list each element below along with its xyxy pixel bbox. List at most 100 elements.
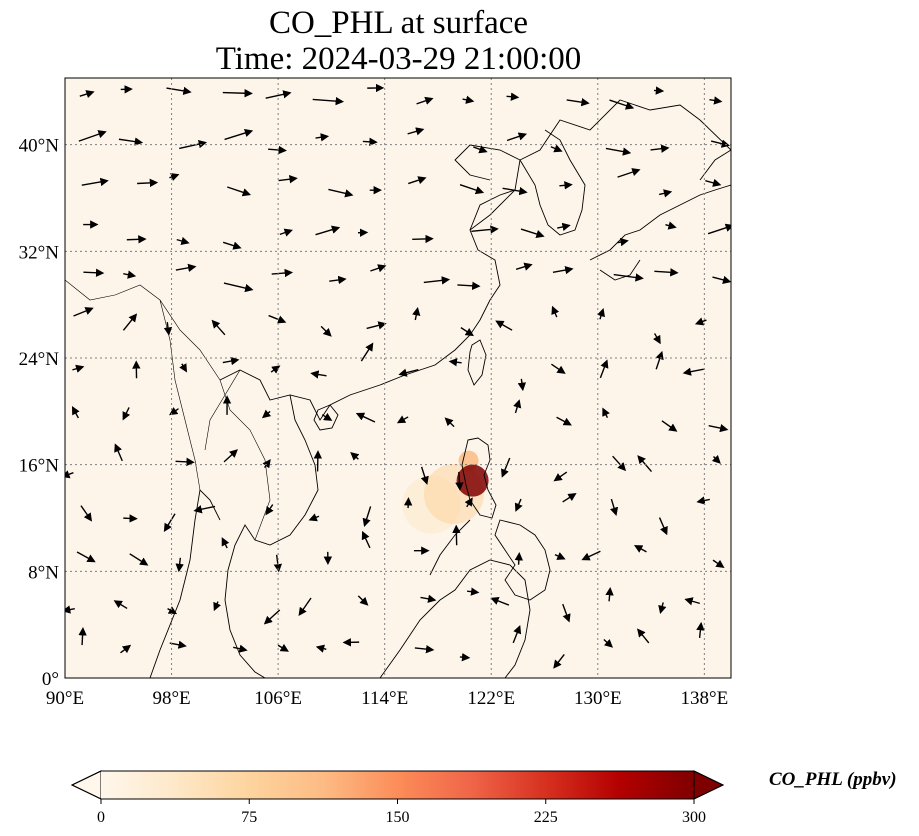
wind-arrow (315, 644, 327, 653)
wind-arrow (650, 144, 670, 153)
gridlines (65, 78, 731, 678)
wind-arrow (122, 407, 131, 421)
wind-arrow (596, 308, 605, 320)
wind-arrow (501, 457, 511, 478)
wind-arrow (710, 139, 730, 148)
wind-arrow (709, 96, 723, 105)
wind-arrow (605, 147, 632, 156)
wind-arrow (76, 551, 96, 563)
wind-arrow (312, 96, 345, 106)
wind-arrow (444, 417, 455, 428)
wind-arrow (308, 513, 320, 522)
wind-arrow (65, 605, 75, 614)
colorbar-ticks: 0 75 150 225 300 (97, 799, 706, 826)
wind-arrow (412, 307, 421, 321)
map-title: CO_PHL at surface (268, 5, 529, 41)
wind-arrow (396, 415, 409, 424)
wind-arrow (617, 168, 641, 178)
wind-vector-layer (65, 83, 731, 669)
wind-arrow (407, 127, 425, 136)
wind-arrow (175, 557, 184, 573)
wind-arrow (169, 173, 180, 181)
wind-arrow (233, 644, 248, 653)
wind-arrow (315, 133, 330, 142)
co-plume-layer (402, 450, 489, 534)
wind-arrow (175, 457, 195, 467)
wind-arrow (120, 644, 132, 654)
wind-arrow (80, 505, 93, 522)
wind-arrow (72, 364, 85, 373)
wind-arrow (79, 90, 95, 99)
wind-arrow (315, 225, 341, 236)
wind-arrow (655, 350, 664, 370)
wind-arrow (420, 466, 429, 485)
wind-arrow (562, 493, 577, 503)
wind-arrow (473, 145, 488, 154)
wind-arrow (137, 178, 159, 188)
wind-arrow (175, 263, 197, 272)
y-tick-label: 0° (42, 669, 59, 690)
wind-arrow (514, 498, 523, 512)
colorbar-tick-label: 75 (241, 809, 257, 826)
wind-arrow (462, 95, 475, 104)
x-tick-label: 106°E (254, 688, 302, 709)
wind-arrow (310, 370, 327, 379)
wind-arrow (658, 189, 673, 198)
wind-arrow (459, 652, 471, 662)
wind-arrow (113, 600, 128, 610)
wind-arrow (298, 597, 312, 617)
wind-arrow (78, 130, 107, 142)
wind-arrow (707, 223, 731, 235)
wind-arrow (114, 443, 123, 462)
wind-arrow (495, 320, 513, 331)
wind-arrow (682, 367, 704, 376)
wind-arrow (490, 596, 510, 606)
wind-arrow (265, 504, 274, 516)
wind-arrow (223, 282, 254, 293)
wind-arrow (357, 595, 369, 606)
wind-arrow (459, 184, 485, 195)
wind-arrow (361, 530, 371, 549)
coastline-japan (589, 149, 731, 281)
wind-arrow (408, 176, 427, 185)
coastline-korea (519, 129, 586, 236)
wind-arrow (609, 99, 635, 110)
wind-arrow (448, 358, 462, 367)
wind-arrow (224, 128, 254, 141)
wind-arrow (270, 365, 281, 374)
y-tick-label: 24°N (19, 349, 60, 370)
map-subtitle-time: Time: 2024-03-29 21:00:00 (215, 41, 582, 77)
wind-arrow (553, 471, 568, 482)
wind-arrow (502, 186, 528, 196)
wind-arrow (696, 496, 710, 505)
wind-arrow (654, 268, 679, 277)
wind-arrow (321, 412, 333, 421)
wind-arrow (652, 333, 661, 345)
wind-arrow (223, 449, 238, 463)
wind-arrow (550, 144, 563, 153)
wind-arrow (581, 550, 601, 561)
wind-arrow (179, 363, 188, 373)
wind-arrow (605, 586, 614, 602)
wind-arrow (712, 275, 731, 284)
wind-arrow (278, 175, 298, 184)
colorbar: 0 75 150 225 300 (70, 770, 725, 826)
wind-arrow (514, 552, 524, 565)
wind-arrow (163, 322, 173, 336)
coastline-china (219, 99, 731, 421)
wind-arrow (566, 98, 590, 107)
wind-arrow (320, 325, 332, 337)
wind-arrow (222, 356, 240, 366)
wind-arrow (416, 96, 434, 105)
wind-arrow (412, 234, 434, 244)
y-tick-label: 16°N (19, 456, 60, 477)
wind-arrow (169, 407, 179, 416)
wind-arrow (277, 643, 289, 652)
wind-arrow (73, 307, 94, 317)
colorbar-tick-label: 300 (682, 809, 706, 826)
wind-arrow (211, 319, 226, 336)
x-axis-ticks: 90°E 98°E 106°E 114°E 122°E 130°E 138°E (46, 688, 728, 709)
wind-arrow (603, 638, 613, 648)
map-frame (64, 77, 732, 679)
wind-arrow (551, 363, 566, 374)
